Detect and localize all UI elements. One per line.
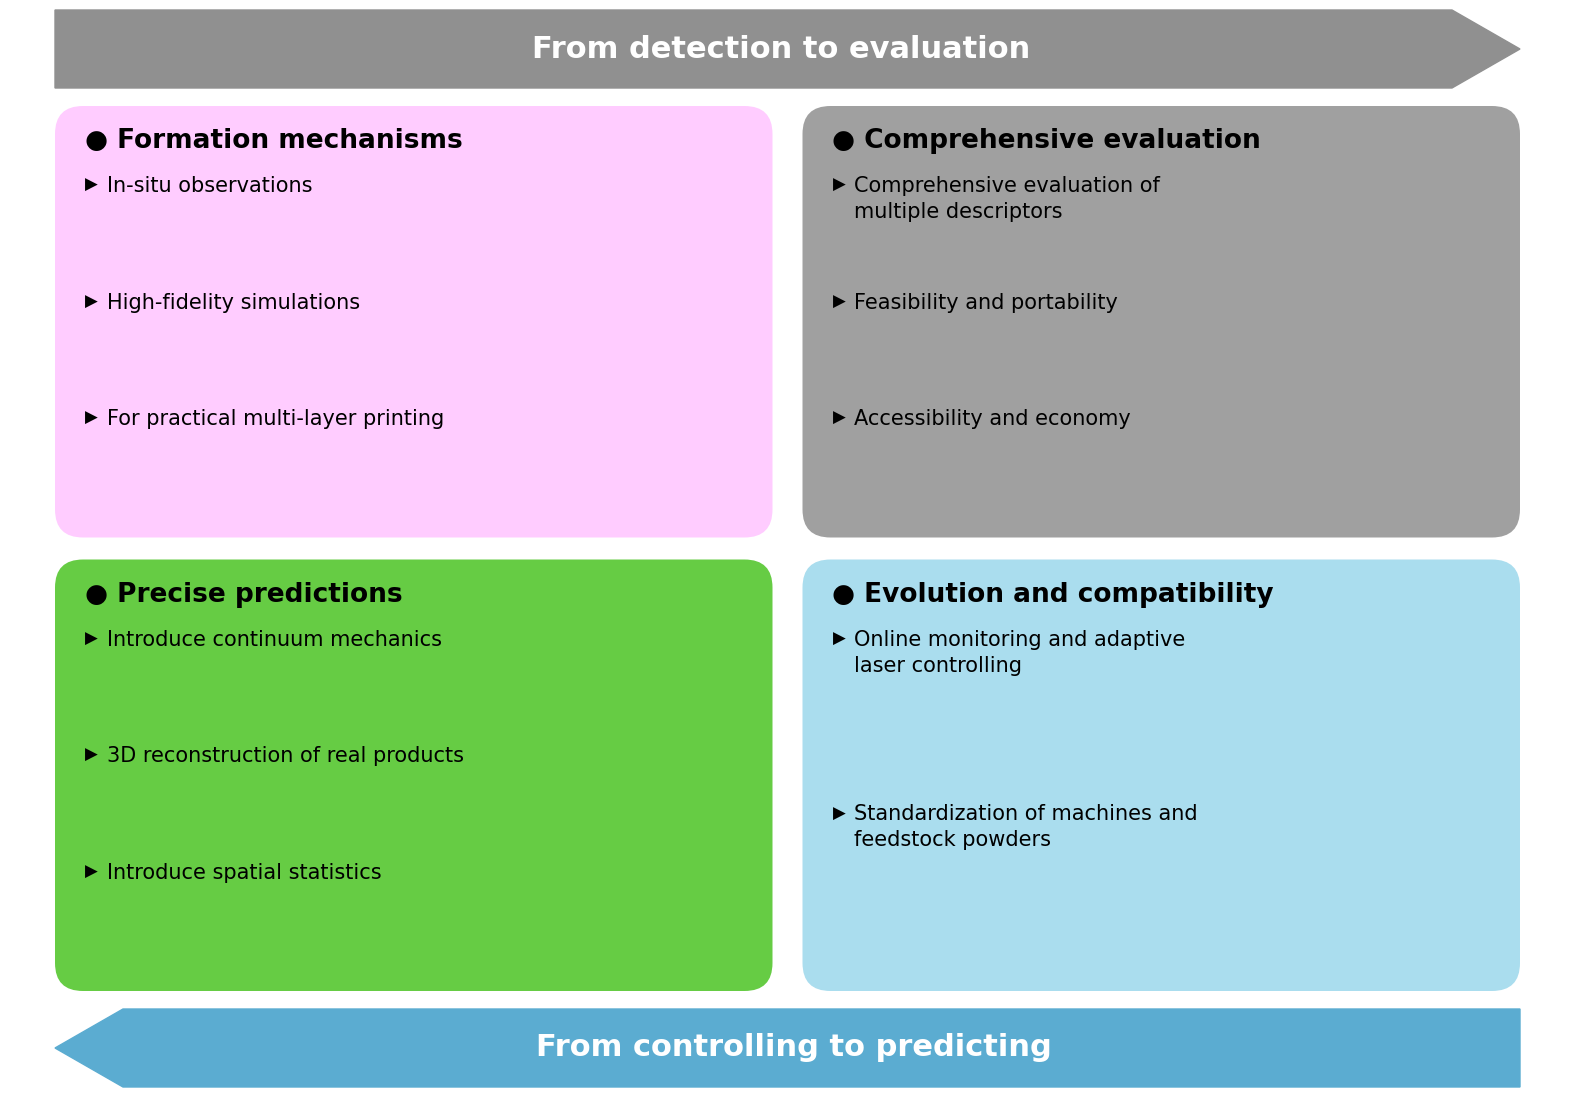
Text: ● Comprehensive evaluation: ● Comprehensive evaluation <box>833 128 1262 154</box>
Text: From controlling to predicting: From controlling to predicting <box>537 1033 1052 1063</box>
Text: ● Formation mechanisms: ● Formation mechanisms <box>85 128 463 154</box>
Text: Introduce continuum mechanics: Introduce continuum mechanics <box>107 630 443 649</box>
Text: In-situ observations: In-situ observations <box>107 177 312 196</box>
Text: Online monitoring and adaptive
laser controlling: Online monitoring and adaptive laser con… <box>855 630 1186 676</box>
Text: From detection to evaluation: From detection to evaluation <box>532 34 1030 64</box>
Text: ▶: ▶ <box>833 804 846 823</box>
Text: ● Evolution and compatibility: ● Evolution and compatibility <box>833 581 1274 608</box>
Text: ▶: ▶ <box>85 862 98 881</box>
Text: Feasibility and portability: Feasibility and portability <box>855 293 1118 313</box>
Text: ▶: ▶ <box>85 177 98 194</box>
Text: For practical multi-layer printing: For practical multi-layer printing <box>107 409 444 429</box>
Text: ▶: ▶ <box>833 177 846 194</box>
Polygon shape <box>55 1009 1520 1087</box>
Text: ▶: ▶ <box>833 293 846 310</box>
Text: ▶: ▶ <box>85 293 98 310</box>
FancyBboxPatch shape <box>803 106 1520 538</box>
Text: Standardization of machines and
feedstock powders: Standardization of machines and feedstoc… <box>855 804 1199 850</box>
Text: Accessibility and economy: Accessibility and economy <box>855 409 1131 429</box>
Polygon shape <box>55 10 1520 88</box>
Text: Introduce spatial statistics: Introduce spatial statistics <box>107 862 381 883</box>
FancyBboxPatch shape <box>55 559 772 991</box>
Text: 3D reconstruction of real products: 3D reconstruction of real products <box>107 746 465 767</box>
Text: High-fidelity simulations: High-fidelity simulations <box>107 293 361 313</box>
Text: ● Precise predictions: ● Precise predictions <box>85 581 403 608</box>
FancyBboxPatch shape <box>803 559 1520 991</box>
Text: ▶: ▶ <box>85 409 98 427</box>
Text: ▶: ▶ <box>85 746 98 765</box>
FancyBboxPatch shape <box>55 106 772 538</box>
Text: ▶: ▶ <box>833 630 846 648</box>
Text: ▶: ▶ <box>85 630 98 648</box>
Text: Comprehensive evaluation of
multiple descriptors: Comprehensive evaluation of multiple des… <box>855 177 1161 222</box>
Text: ▶: ▶ <box>833 409 846 427</box>
